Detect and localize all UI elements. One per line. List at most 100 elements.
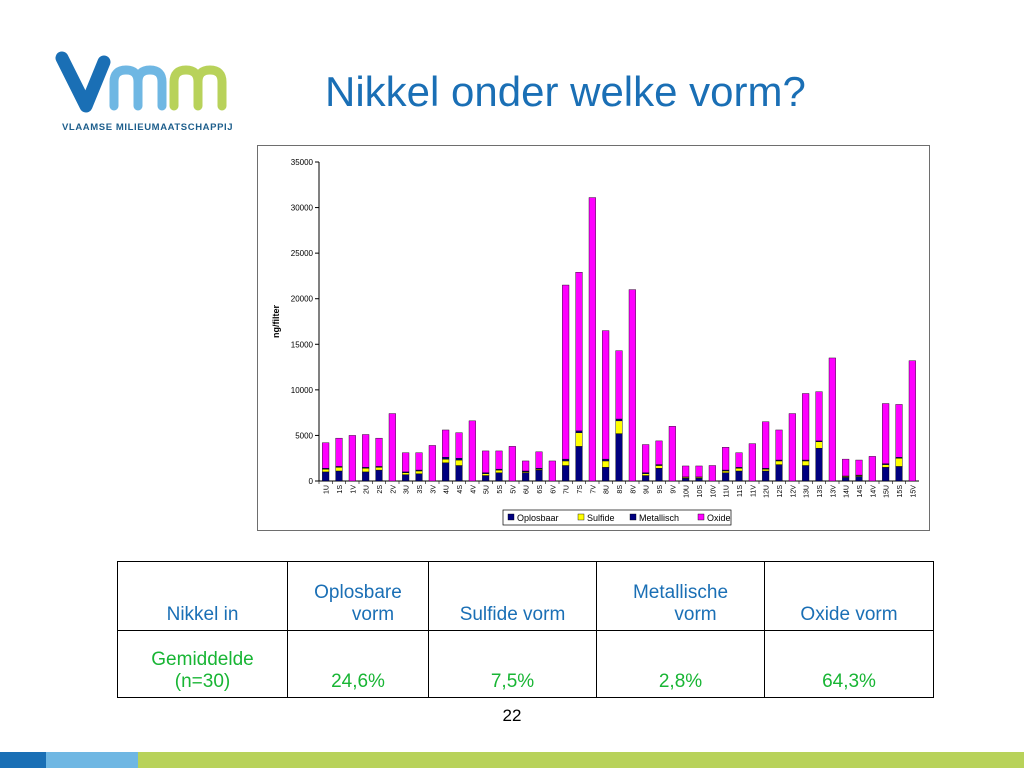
row-label-line: (n=30) (174, 671, 231, 692)
footer-bar-green (138, 752, 1024, 768)
bar-segment-sulfide (562, 460, 570, 466)
bar-segment-oxide (522, 460, 530, 472)
bar-segment-oxide (628, 289, 636, 482)
bar-segment-sulfide (895, 458, 903, 467)
bar-segment-oplosbaar (362, 471, 370, 482)
legend-swatch (577, 513, 585, 521)
bar-segment-oplosbaar (615, 433, 623, 482)
x-tick-label: 15S (897, 485, 904, 498)
bar-segment-sulfide (442, 458, 450, 463)
bar-segment-metallisch (602, 458, 610, 462)
bar-segment-oplosbaar (602, 467, 610, 482)
stacked-bar-chart: 0 5000 10000 15000 20000 25000 30000 35000 ng/fi… (257, 145, 930, 531)
bar-segment-oxide (842, 458, 850, 477)
bar-segment-oxide (388, 413, 396, 482)
x-tick-label: 4V (470, 485, 477, 494)
x-tick-label: 3U (404, 485, 411, 494)
legend-swatch (629, 513, 637, 521)
x-tick-label: 12S (777, 485, 784, 498)
bar-segment-oxide (735, 452, 743, 468)
table-header-cell: Nikkel in (117, 561, 288, 631)
bar-segment-oxide (562, 284, 570, 460)
x-tick-label: 2S (377, 485, 384, 494)
y-axis-title: ng/filter (271, 305, 281, 338)
bar-segment-oxide (788, 413, 796, 482)
bar-segment-oxide (748, 443, 756, 482)
x-tick-label: 8U (604, 485, 611, 494)
table-header-cell: Oxide vorm (764, 561, 934, 631)
bar-segment-oxide (375, 437, 383, 467)
bar-segment-oxide (722, 447, 730, 471)
x-tick-label: 9U (644, 485, 651, 494)
x-tick-label: 14U (844, 485, 851, 498)
bar-segment-oxide (588, 197, 596, 482)
bar-segment-sulfide (495, 469, 503, 473)
header-line: vorm (674, 604, 717, 625)
x-tick-label: 7S (577, 485, 584, 494)
x-tick-label: 13V (830, 485, 837, 498)
bar-segment-oplosbaar (895, 466, 903, 482)
bar-segment-sulfide (602, 460, 610, 468)
bar-segment-oplosbaar (735, 470, 743, 482)
y-tick-label: 10000 (291, 386, 314, 395)
bar-segment-oxide (642, 444, 650, 473)
bar-segment-oplosbaar (855, 476, 863, 482)
bar-segment-sulfide (335, 467, 343, 472)
bar-segment-oplosbaar (815, 447, 823, 482)
x-tick-label: 5V (510, 485, 517, 494)
x-tick-label: 3V (430, 485, 437, 494)
x-tick-label: 9S (657, 485, 664, 494)
x-tick-label: 2V (390, 485, 397, 494)
bar-segment-oplosbaar (455, 465, 463, 482)
y-tick-label: 0 (309, 477, 314, 486)
footer-bar-blue (0, 752, 46, 768)
y-tick-label: 30000 (291, 204, 314, 213)
footer-color-bar (0, 752, 1024, 768)
bar-segment-oplosbaar (442, 462, 450, 482)
bar-segment-sulfide (882, 464, 890, 468)
header-line: Oxide vorm (800, 604, 898, 625)
x-tick-label: 10V (710, 485, 717, 498)
bar-segment-oxide (428, 445, 436, 482)
chart-svg: 0 5000 10000 15000 20000 25000 30000 35000 ng/fi… (271, 158, 919, 526)
footer-bar-lightblue (46, 752, 138, 768)
bar-segment-sulfide (402, 472, 410, 475)
bar-segment-oxide (415, 452, 423, 471)
bar-segment-oplosbaar (842, 477, 850, 482)
table-header-row: Nikkel in Oplosbare vorm Sulfide vorm Met… (117, 561, 934, 631)
bar-segment-oplosbaar (375, 469, 383, 482)
legend-swatch (507, 513, 515, 521)
bar-segment-oxide (695, 465, 703, 478)
x-tick-label: 5U (484, 485, 491, 494)
bar-segment-oxide (775, 429, 783, 461)
x-tick-label: 6U (524, 485, 531, 494)
bar-segment-oplosbaar (722, 472, 730, 482)
header-line: vorm (351, 604, 395, 625)
bar-segment-oxide (802, 393, 810, 461)
bar-segment-sulfide (575, 432, 583, 447)
row-label-line: Gemiddelde (151, 649, 254, 670)
bar-segment-metallisch (575, 430, 583, 433)
legend-label: Oxide (707, 513, 731, 523)
x-tick-label: 13U (804, 485, 811, 498)
x-tick-label: 8V (630, 485, 637, 494)
header-line: Sulfide vorm (459, 604, 566, 625)
bar-segment-sulfide (815, 441, 823, 449)
y-tick-label: 25000 (291, 249, 314, 258)
x-tick-label: 8S (617, 485, 624, 494)
bar-segment-oxide (335, 437, 343, 467)
x-tick-label: 14V (870, 485, 877, 498)
bar-segment-oxide (708, 465, 716, 482)
y-tick-label: 20000 (291, 295, 314, 304)
y-tick-label: 5000 (295, 431, 313, 440)
table-cell-oplosbaar: 24,6% (287, 630, 429, 698)
bar-segment-sulfide (375, 467, 383, 471)
x-tick-label: 14S (857, 485, 864, 498)
table-header-cell: Oplosbare vorm (287, 561, 429, 631)
x-tick-label: 10S (697, 485, 704, 498)
bar-segment-oplosbaar (695, 478, 703, 482)
bar-segment-oxide (322, 442, 330, 469)
header-line: Oplosbare (314, 582, 402, 603)
bar-segment-metallisch (562, 458, 570, 462)
x-tick-label: 5S (497, 485, 504, 494)
